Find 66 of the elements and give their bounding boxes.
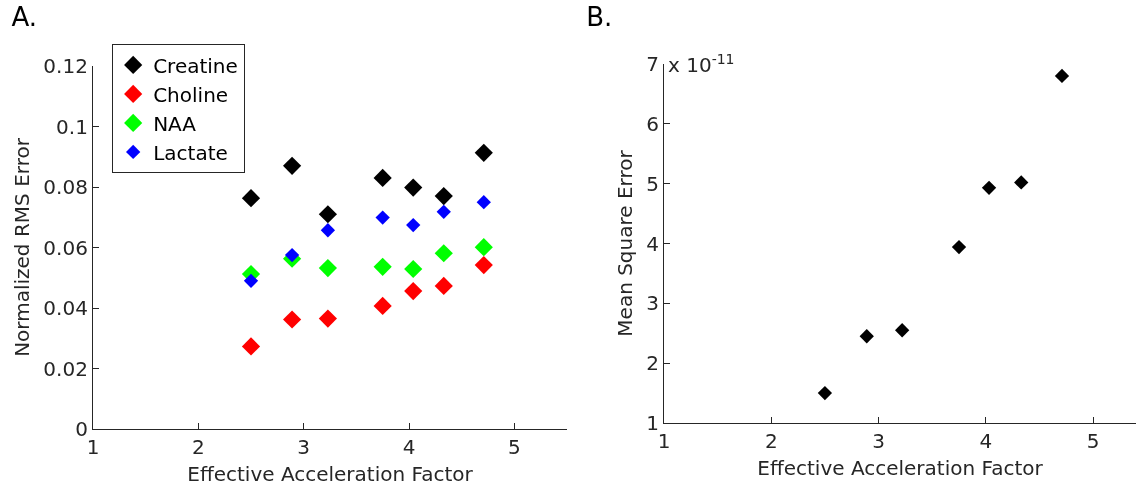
- point: [282, 156, 302, 175]
- point: [282, 310, 302, 329]
- legend-label: NAA: [153, 111, 197, 136]
- point: [373, 168, 392, 188]
- y-tick-label: 0.02: [43, 356, 88, 381]
- point: [318, 309, 337, 328]
- y-tick-label: 0.06: [43, 235, 88, 260]
- x-axis-title: Effective Acceleration Factor: [187, 461, 474, 486]
- x-tick-label: 3: [297, 435, 311, 460]
- y-tick-label: 6: [646, 111, 659, 136]
- x-tick-label: 4: [979, 429, 993, 454]
- point: [474, 143, 493, 162]
- point: [434, 276, 453, 296]
- point: [318, 258, 337, 278]
- y-tick-label: 7: [646, 52, 659, 76]
- point: [951, 239, 967, 255]
- point: [436, 204, 451, 219]
- point: [241, 189, 261, 208]
- legend-label: Choline: [153, 82, 229, 107]
- y-tick-label: 0.04: [43, 296, 88, 320]
- point: [981, 180, 997, 196]
- point: [373, 296, 392, 315]
- y-tick-label: 1: [646, 411, 659, 435]
- point: [404, 259, 423, 279]
- x-tick-label: 5: [1086, 429, 1100, 454]
- point: [241, 337, 261, 356]
- legend-label: Creatine: [153, 53, 238, 78]
- y-tick-label: 0: [75, 417, 88, 441]
- point: [434, 186, 453, 206]
- point: [1014, 175, 1029, 190]
- point: [320, 223, 336, 238]
- point: [1054, 68, 1070, 84]
- point: [404, 178, 423, 197]
- x-tick-label: 2: [764, 429, 778, 454]
- point: [373, 257, 392, 276]
- point: [404, 281, 423, 301]
- chart-title: B.: [586, 1, 613, 32]
- y-axis-title: Mean Square Error: [612, 149, 637, 337]
- point: [817, 385, 833, 401]
- x-tick-label: 5: [507, 435, 521, 460]
- y-tick-label: 0.12: [43, 54, 88, 78]
- point: [434, 244, 453, 263]
- y-axis-title: Normalized RMS Error: [9, 137, 34, 357]
- y-tick-label: 0.08: [43, 175, 88, 199]
- point: [406, 217, 421, 233]
- y-tick-label: 3: [646, 291, 659, 316]
- x-tick-label: 4: [402, 435, 416, 460]
- y-tick-label: 2: [646, 351, 659, 376]
- point: [474, 255, 493, 275]
- annotation: x 10$^{-11}$: [668, 51, 735, 78]
- point: [243, 273, 259, 288]
- point: [284, 247, 300, 263]
- point: [859, 329, 874, 344]
- y-tick-label: 0.1: [56, 114, 88, 139]
- y-tick-label: 5: [646, 171, 659, 196]
- point: [895, 323, 910, 338]
- y-tick-label: 4: [646, 231, 659, 256]
- x-tick-label: 3: [872, 429, 885, 454]
- legend-label: Lactate: [153, 140, 228, 165]
- point: [476, 194, 491, 210]
- x-axis-title: Effective Acceleration Factor: [757, 455, 1044, 480]
- point: [375, 210, 390, 225]
- point: [474, 238, 493, 257]
- chart-title: A.: [11, 1, 38, 32]
- x-tick-label: 2: [191, 435, 205, 460]
- point: [318, 205, 337, 224]
